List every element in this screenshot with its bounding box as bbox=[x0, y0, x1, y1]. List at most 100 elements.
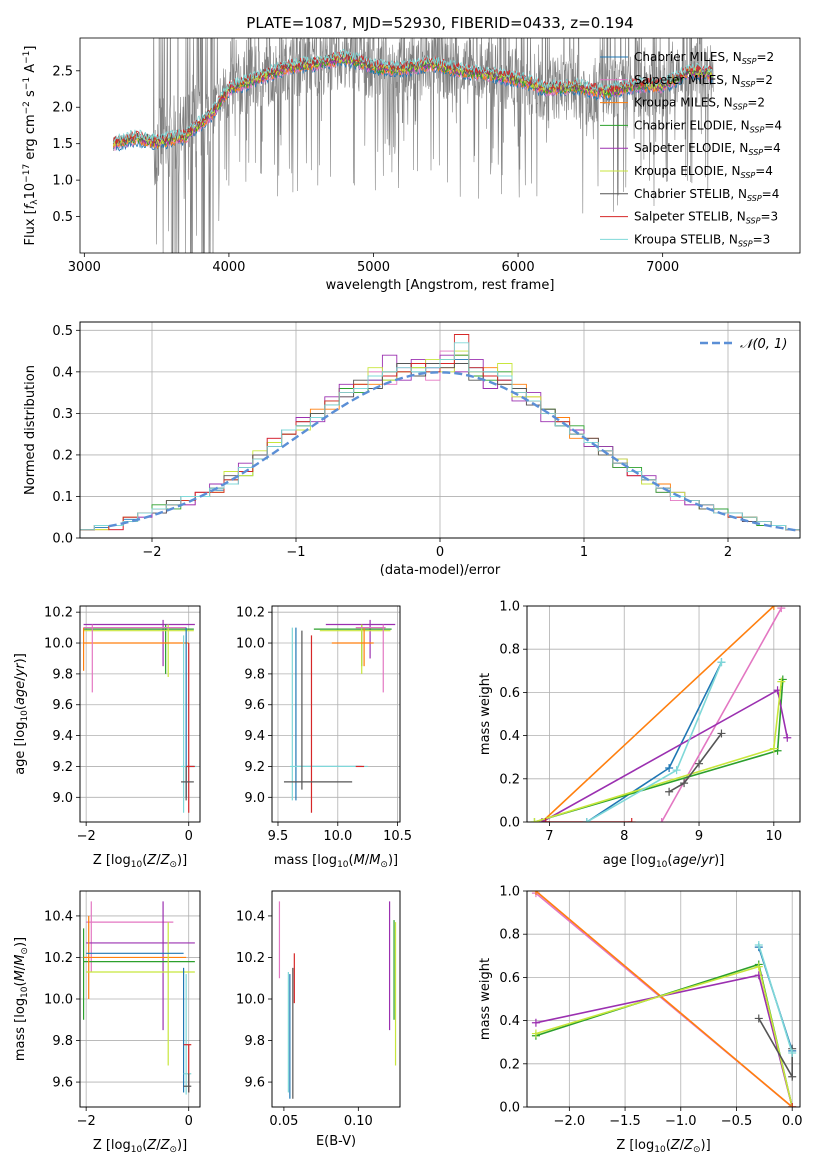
y-tick-label: 0.0 bbox=[499, 816, 520, 831]
errorbar-marks bbox=[82, 901, 195, 1095]
legend-subscript: SSP bbox=[747, 194, 762, 203]
weight-series-line bbox=[758, 1018, 793, 1080]
weight-series-line bbox=[535, 963, 793, 1107]
weight-point-marker bbox=[695, 759, 704, 768]
x-tick-label: 10.5 bbox=[383, 829, 412, 844]
y-tick-label: 1.0 bbox=[52, 174, 73, 189]
x-tick-label: −2.0 bbox=[554, 1114, 586, 1129]
y-tick-label: 0.0 bbox=[499, 1101, 520, 1116]
x-tick-label: 0 bbox=[436, 545, 444, 560]
x-tick-label: 9 bbox=[695, 829, 703, 844]
legend-value: =2 bbox=[747, 96, 765, 110]
errorbar-marks bbox=[283, 619, 396, 813]
legend-value: =2 bbox=[755, 73, 773, 87]
y-tick-label: 10.0 bbox=[44, 993, 73, 1008]
legend-label: Kroupa ELODIE, NSSP=4 bbox=[634, 164, 773, 180]
axes-frame bbox=[526, 890, 801, 1108]
legend-subscript: SSP bbox=[746, 217, 761, 226]
weight-point-marker bbox=[777, 677, 786, 686]
y-tick-label: 2.0 bbox=[52, 101, 73, 116]
weight-point-marker bbox=[788, 1103, 797, 1107]
weight-point-marker bbox=[788, 1072, 797, 1081]
x-tick-label: 9.5 bbox=[268, 829, 289, 844]
y-axis-label: mass [log10(M/M⊙)] bbox=[13, 937, 30, 1061]
legend-value: =4 bbox=[762, 187, 780, 201]
legend-value: =4 bbox=[764, 118, 782, 132]
x-tick-label: 0.05 bbox=[269, 1114, 298, 1129]
y-tick-label: 0.8 bbox=[499, 928, 520, 943]
y-tick-label: 9.2 bbox=[52, 760, 73, 775]
observed-spectrum-line bbox=[113, 38, 714, 253]
y-tick-label: 1.0 bbox=[499, 885, 520, 900]
y-tick-label: 10.2 bbox=[236, 951, 265, 966]
weight-point-marker bbox=[717, 729, 726, 738]
y-tick-label: 9.4 bbox=[244, 729, 265, 744]
y-tick-label: 10.2 bbox=[44, 951, 73, 966]
legend-subscript: SSP bbox=[738, 239, 753, 248]
x-tick-label: 6000 bbox=[502, 260, 535, 275]
x-tick-label: −1.0 bbox=[665, 1114, 697, 1129]
legend-subscript: SSP bbox=[742, 57, 757, 66]
y-tick-label: 9.8 bbox=[244, 667, 265, 682]
x-axis-label: Z [log10(Z/Z⊙)] bbox=[616, 1138, 710, 1155]
y-tick-label: 9.8 bbox=[52, 1034, 73, 1049]
axes-frame bbox=[526, 605, 801, 823]
weight-point-marker bbox=[783, 733, 792, 742]
legend-label: Chabrier ELODIE, NSSP=4 bbox=[634, 118, 782, 134]
y-tick-label: 0.5 bbox=[52, 210, 73, 225]
y-tick-label: 10.0 bbox=[236, 637, 265, 652]
x-tick-label: −1.5 bbox=[609, 1114, 641, 1129]
weight-point-marker bbox=[657, 818, 666, 822]
legend-label: Salpeter STELIB, NSSP=3 bbox=[634, 210, 778, 226]
weight-point-marker bbox=[680, 779, 689, 788]
x-tick-label: 0 bbox=[185, 1114, 193, 1129]
x-axis-label: Z [log10(Z/Z⊙)] bbox=[93, 853, 187, 870]
axes-frame bbox=[79, 605, 201, 823]
x-tick-label: −2 bbox=[77, 829, 96, 844]
mass-vs-metallicity-panel: −2 0 9.6 9.8 10.0 10.2 10.4 Z [log10(Z/Z⊙)] mass… bbox=[13, 890, 201, 1155]
weight-point-marker bbox=[665, 787, 674, 796]
weight-vs-metallicity-panel: −2.0 −1.5 −1.0 −0.5 0.0 0.0 0.2 0.4 0.6 0.8 1.0 mas… bbox=[478, 885, 803, 1156]
x-axis-label: age [log10(age/yr)] bbox=[603, 853, 725, 870]
y-tick-label: 2.5 bbox=[52, 64, 73, 79]
legend-subscript: SSP bbox=[748, 148, 763, 157]
x-tick-label: 2 bbox=[724, 545, 732, 560]
weight-point-marker bbox=[531, 1029, 540, 1038]
weight-point-marker bbox=[769, 606, 778, 610]
legend-value: =2 bbox=[756, 50, 774, 64]
spectrum-lines bbox=[112, 38, 714, 253]
histogram-series-step bbox=[80, 342, 800, 538]
legend-subscript: SSP bbox=[741, 171, 756, 180]
y-tick-label: 9.4 bbox=[52, 729, 73, 744]
y-tick-label: 0.3 bbox=[52, 407, 73, 422]
x-tick-label: 7 bbox=[545, 829, 553, 844]
y-tick-label: 10.4 bbox=[236, 909, 265, 924]
legend-value: =3 bbox=[760, 210, 778, 224]
legend-value: =4 bbox=[755, 164, 773, 178]
y-tick-label: 9.0 bbox=[244, 791, 265, 806]
x-tick-label: 7000 bbox=[646, 260, 679, 275]
y-tick-label: 9.8 bbox=[244, 1034, 265, 1049]
weight-point-marker bbox=[665, 764, 674, 772]
weight-series-line bbox=[586, 661, 723, 822]
weight-point-marker bbox=[777, 606, 786, 613]
normal-curve bbox=[108, 371, 800, 532]
weight-point-marker bbox=[582, 818, 591, 822]
y-tick-label: 9.6 bbox=[52, 1076, 73, 1091]
y-tick-label: 0.8 bbox=[499, 643, 520, 658]
x-tick-label: 8 bbox=[620, 829, 628, 844]
weight-series-line bbox=[535, 965, 793, 1107]
weight-series-line bbox=[758, 944, 793, 1054]
x-tick-label: 4000 bbox=[212, 260, 245, 275]
residual-histogram-panel: −2 −1 0 1 2 0.0 0.1 0.2 0.3 0.4 0.5 (data-model)/er… bbox=[23, 321, 801, 578]
y-tick-label: 0.6 bbox=[499, 686, 520, 701]
legend-label: Chabrier STELIB, NSSP=4 bbox=[634, 187, 779, 203]
legend-subscript: SSP bbox=[750, 125, 765, 134]
y-tick-label: 9.6 bbox=[52, 698, 73, 713]
histogram-steps bbox=[80, 334, 800, 538]
x-tick-label: 3000 bbox=[68, 260, 101, 275]
weight-point-marker bbox=[541, 818, 550, 822]
weight-series-line bbox=[668, 732, 723, 793]
legend-label: Salpeter ELODIE, NSSP=4 bbox=[634, 141, 781, 157]
